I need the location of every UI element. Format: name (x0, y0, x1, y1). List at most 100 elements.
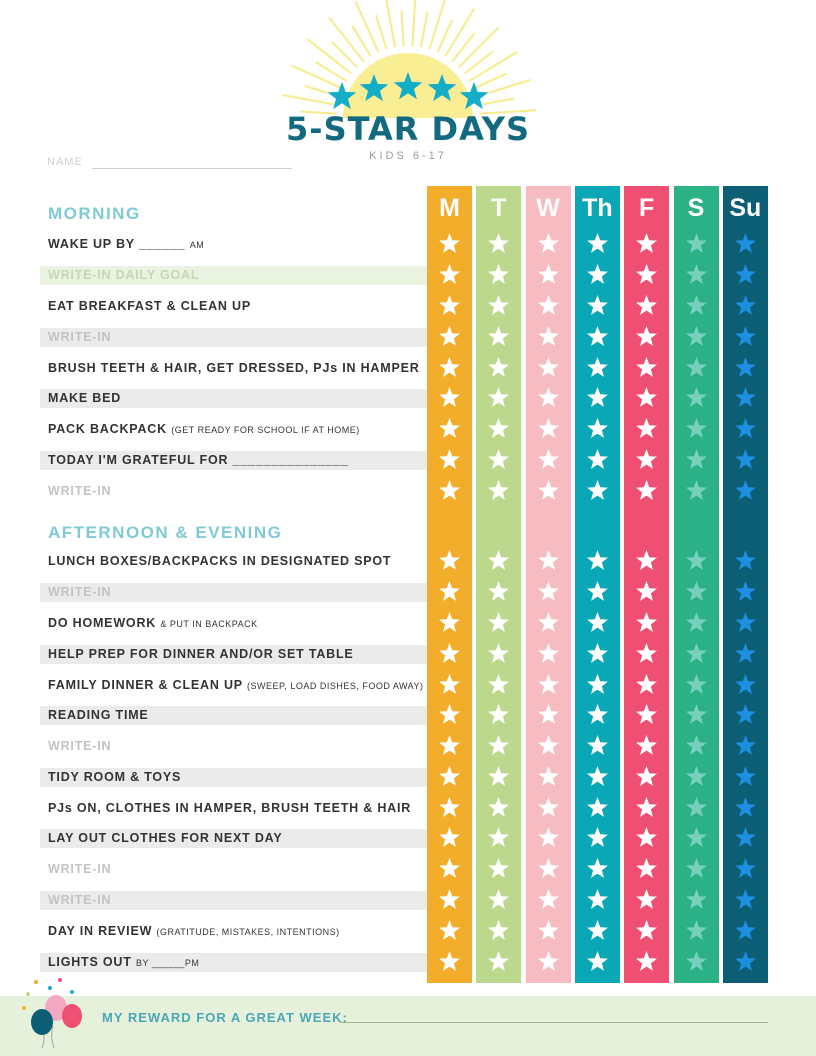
star-checkbox[interactable] (537, 580, 560, 603)
star-checkbox[interactable] (487, 386, 510, 409)
star-checkbox[interactable] (487, 294, 510, 317)
task-label[interactable]: WRITE-IN (48, 484, 111, 498)
star-checkbox[interactable] (586, 263, 609, 286)
star-checkbox[interactable] (537, 356, 560, 379)
star-checkbox[interactable] (685, 549, 708, 572)
star-checkbox[interactable] (487, 356, 510, 379)
task-label[interactable]: WRITE-IN (48, 330, 111, 344)
star-checkbox[interactable] (438, 580, 461, 603)
star-checkbox[interactable] (685, 294, 708, 317)
star-checkbox[interactable] (537, 611, 560, 634)
star-checkbox[interactable] (586, 796, 609, 819)
star-checkbox[interactable] (734, 703, 757, 726)
star-checkbox[interactable] (586, 673, 609, 696)
star-checkbox[interactable] (537, 386, 560, 409)
task-label[interactable]: WRITE-IN DAILY GOAL (48, 268, 199, 282)
star-checkbox[interactable] (586, 888, 609, 911)
star-checkbox[interactable] (685, 765, 708, 788)
star-checkbox[interactable] (487, 642, 510, 665)
star-checkbox[interactable] (537, 479, 560, 502)
star-checkbox[interactable] (438, 417, 461, 440)
star-checkbox[interactable] (438, 479, 461, 502)
star-checkbox[interactable] (635, 950, 658, 973)
star-checkbox[interactable] (586, 703, 609, 726)
star-checkbox[interactable] (685, 479, 708, 502)
star-checkbox[interactable] (438, 826, 461, 849)
star-checkbox[interactable] (487, 703, 510, 726)
star-checkbox[interactable] (438, 448, 461, 471)
star-checkbox[interactable] (635, 642, 658, 665)
star-checkbox[interactable] (734, 734, 757, 757)
star-checkbox[interactable] (438, 919, 461, 942)
star-checkbox[interactable] (635, 325, 658, 348)
star-checkbox[interactable] (734, 549, 757, 572)
star-checkbox[interactable] (537, 417, 560, 440)
star-checkbox[interactable] (635, 263, 658, 286)
star-checkbox[interactable] (487, 950, 510, 973)
star-checkbox[interactable] (438, 232, 461, 255)
star-checkbox[interactable] (586, 448, 609, 471)
star-checkbox[interactable] (635, 580, 658, 603)
star-checkbox[interactable] (537, 448, 560, 471)
star-checkbox[interactable] (487, 857, 510, 880)
star-checkbox[interactable] (685, 857, 708, 880)
star-checkbox[interactable] (734, 826, 757, 849)
star-checkbox[interactable] (487, 734, 510, 757)
name-field[interactable] (92, 168, 292, 169)
star-checkbox[interactable] (438, 734, 461, 757)
star-checkbox[interactable] (734, 325, 757, 348)
task-label[interactable]: WRITE-IN (48, 739, 111, 753)
star-checkbox[interactable] (635, 479, 658, 502)
star-checkbox[interactable] (734, 642, 757, 665)
star-checkbox[interactable] (635, 734, 658, 757)
star-checkbox[interactable] (685, 703, 708, 726)
star-checkbox[interactable] (734, 386, 757, 409)
star-checkbox[interactable] (734, 857, 757, 880)
star-checkbox[interactable] (734, 611, 757, 634)
star-checkbox[interactable] (487, 263, 510, 286)
star-checkbox[interactable] (734, 448, 757, 471)
star-checkbox[interactable] (438, 765, 461, 788)
star-checkbox[interactable] (438, 673, 461, 696)
star-checkbox[interactable] (635, 857, 658, 880)
star-checkbox[interactable] (586, 386, 609, 409)
star-checkbox[interactable] (685, 734, 708, 757)
star-checkbox[interactable] (734, 232, 757, 255)
star-checkbox[interactable] (685, 673, 708, 696)
star-checkbox[interactable] (487, 611, 510, 634)
star-checkbox[interactable] (635, 673, 658, 696)
star-checkbox[interactable] (537, 796, 560, 819)
star-checkbox[interactable] (635, 232, 658, 255)
star-checkbox[interactable] (635, 765, 658, 788)
star-checkbox[interactable] (586, 325, 609, 348)
star-checkbox[interactable] (438, 294, 461, 317)
star-checkbox[interactable] (685, 232, 708, 255)
star-checkbox[interactable] (438, 703, 461, 726)
star-checkbox[interactable] (586, 857, 609, 880)
star-checkbox[interactable] (685, 580, 708, 603)
star-checkbox[interactable] (685, 263, 708, 286)
star-checkbox[interactable] (487, 580, 510, 603)
task-label[interactable]: WRITE-IN (48, 862, 111, 876)
star-checkbox[interactable] (438, 325, 461, 348)
star-checkbox[interactable] (586, 294, 609, 317)
star-checkbox[interactable] (487, 826, 510, 849)
reward-field[interactable] (340, 1022, 768, 1023)
star-checkbox[interactable] (537, 325, 560, 348)
star-checkbox[interactable] (635, 703, 658, 726)
star-checkbox[interactable] (438, 356, 461, 379)
star-checkbox[interactable] (586, 919, 609, 942)
star-checkbox[interactable] (537, 642, 560, 665)
star-checkbox[interactable] (586, 417, 609, 440)
star-checkbox[interactable] (487, 919, 510, 942)
star-checkbox[interactable] (537, 950, 560, 973)
star-checkbox[interactable] (487, 673, 510, 696)
star-checkbox[interactable] (635, 417, 658, 440)
star-checkbox[interactable] (438, 857, 461, 880)
star-checkbox[interactable] (734, 479, 757, 502)
star-checkbox[interactable] (734, 356, 757, 379)
star-checkbox[interactable] (734, 765, 757, 788)
star-checkbox[interactable] (487, 325, 510, 348)
star-checkbox[interactable] (586, 356, 609, 379)
star-checkbox[interactable] (487, 796, 510, 819)
